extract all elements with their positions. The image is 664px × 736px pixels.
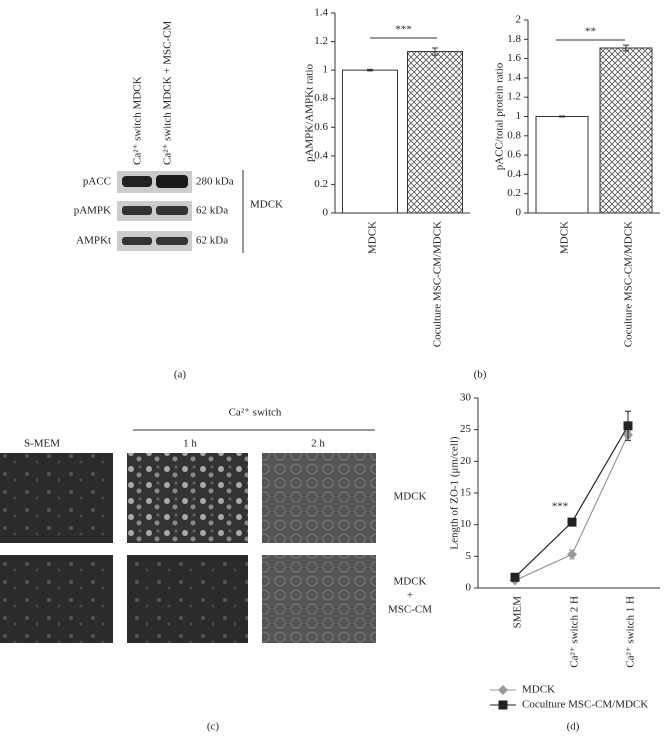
y-tick-label: 0: [466, 582, 472, 594]
y-tick-label: 1.6: [507, 52, 521, 64]
marker: [623, 421, 633, 431]
y-tick-label: 1.4: [314, 7, 328, 19]
legend-marker: [498, 700, 508, 710]
y-tick-label: 15: [460, 487, 472, 499]
y-tick-label: 10: [460, 518, 472, 530]
micrograph: [127, 453, 248, 543]
y-tick-label: 5: [466, 550, 472, 562]
y-axis-label: pACC/total protein ratio: [494, 62, 506, 170]
row-label: MDCK: [393, 576, 426, 588]
panel-label: (d): [567, 721, 580, 733]
micrograph-panel: Ca²⁺ switch S-MEM 1 h 2 h MDCK MDCK + MS…: [0, 407, 432, 643]
annotation: **: [585, 26, 596, 38]
legend-label: MDCK: [522, 684, 555, 696]
error-bar: [432, 47, 438, 56]
marker: [567, 517, 577, 527]
y-tick-label: 0: [323, 207, 329, 219]
row-label: MSC-CM: [388, 604, 432, 616]
band: [122, 176, 152, 187]
y-tick-label: 0.8: [314, 92, 328, 104]
y-axis-label: pAMPK/AMPKt ratio: [304, 63, 316, 162]
row-label: +: [407, 590, 413, 602]
y-tick-label: 20: [460, 455, 472, 467]
protein: AMPKt: [76, 235, 111, 247]
y-tick-label: 0.6: [314, 121, 328, 133]
y-tick-label: 0.4: [314, 149, 328, 161]
band: [156, 175, 188, 188]
blot-column: Ca²⁺ switch MDCK: [132, 76, 144, 165]
y-tick-label: 0.4: [507, 168, 521, 180]
band: [122, 237, 152, 245]
x-tick-label: MDCK: [367, 221, 379, 254]
micrograph: [0, 453, 113, 543]
row-label: MDCK: [393, 491, 426, 503]
bar: [407, 51, 463, 214]
y-tick-label: 0.2: [314, 178, 328, 190]
y-tick-label: 1: [323, 64, 329, 76]
panel-label: (a): [174, 369, 187, 381]
column-label: S-MEM: [24, 438, 60, 450]
bar: [342, 69, 398, 214]
marker: [510, 572, 520, 582]
error-bar: [623, 44, 629, 52]
x-tick-label: MDCK: [559, 221, 571, 254]
micrograph: [262, 453, 376, 543]
size: 62 kDa: [196, 205, 228, 217]
panel-label: (b): [474, 369, 487, 381]
y-tick-label: 2: [516, 14, 522, 26]
x-tick-label: Coculture MSC-CM/MDCK: [623, 221, 635, 347]
micrograph: [127, 555, 248, 643]
cell-line: MDCK: [250, 199, 283, 211]
annotation: ***: [552, 501, 569, 513]
x-tick-label: Ca²⁺ switch 1 H: [625, 596, 637, 668]
y-tick-label: 1.2: [507, 91, 521, 103]
micrograph: [262, 555, 376, 643]
column-label: 1 h: [183, 438, 197, 450]
x-tick-label: SMEM: [512, 596, 524, 629]
band: [122, 206, 152, 215]
group-label: Ca²⁺ switch: [229, 407, 282, 419]
x-tick-label: Ca²⁺ switch 2 H: [569, 596, 581, 668]
blot-strip: [117, 231, 192, 251]
bar: [535, 116, 589, 214]
blot-panel: Ca²⁺ switch MDCK Ca²⁺ switch MDCK + MSC-…: [74, 21, 283, 253]
column-label: 2 h: [311, 438, 325, 450]
legend-marker: [498, 685, 508, 695]
y-tick-label: 1.2: [314, 35, 328, 47]
y-tick-label: 0.2: [507, 187, 521, 199]
micrograph: [0, 555, 113, 643]
error-bar: [559, 115, 565, 118]
blot-column: Ca²⁺ switch MDCK + MSC-CM: [162, 21, 174, 165]
band: [156, 237, 188, 245]
y-tick-label: 1: [516, 110, 522, 122]
bar: [599, 47, 653, 214]
error-bar: [367, 68, 373, 72]
x-tick-label: Coculture MSC-CM/MDCK: [432, 221, 444, 347]
band: [156, 206, 188, 215]
marker: [567, 549, 577, 560]
y-tick-label: 0.6: [507, 149, 521, 161]
y-tick-label: 30: [460, 392, 472, 404]
y-tick-label: 25: [460, 423, 472, 435]
y-axis-label: Length of ZO-1 (μm/cell): [449, 436, 461, 549]
panel-label: (c): [207, 721, 220, 733]
size: 62 kDa: [196, 235, 228, 247]
y-tick-label: 0: [516, 207, 522, 219]
y-tick-label: 0.8: [507, 129, 521, 141]
protein: pAMPK: [74, 205, 111, 217]
y-tick-label: 1.8: [507, 33, 521, 45]
y-tick-label: 1.4: [507, 71, 521, 83]
size: 280 kDa: [196, 176, 234, 188]
legend-label: Coculture MSC-CM/MDCK: [522, 699, 648, 711]
annotation: ***: [395, 24, 412, 36]
protein: pACC: [83, 176, 111, 188]
